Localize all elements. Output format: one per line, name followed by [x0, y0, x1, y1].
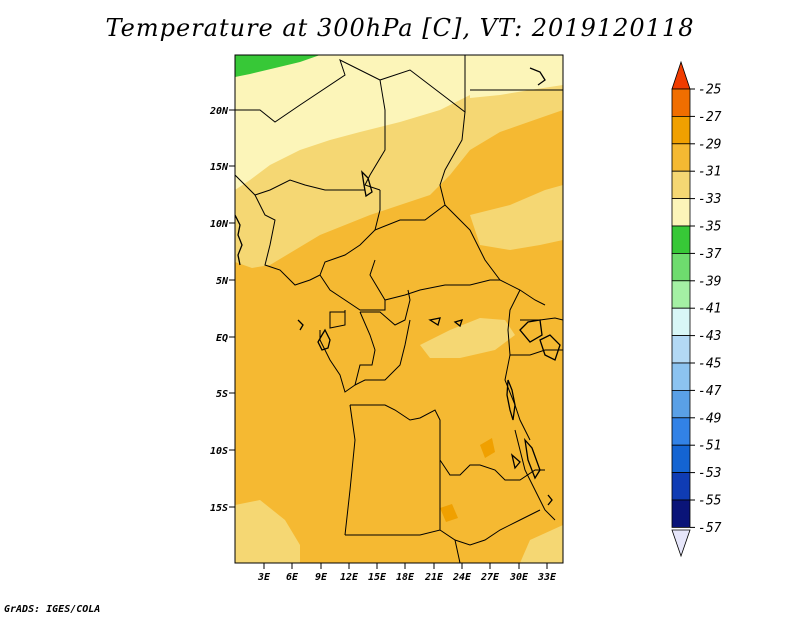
legend-color-box [671, 389, 691, 419]
legend-bottom-arrow [671, 529, 691, 558]
lon-label: 3E [257, 572, 271, 583]
lat-label: 10N [210, 219, 229, 230]
legend-label: -31 [698, 165, 721, 180]
legend-label: -53 [698, 466, 721, 481]
legend-color-box [671, 170, 691, 199]
legend-top-arrow [671, 60, 691, 90]
lat-label: 5N [216, 276, 229, 287]
legend-color-box [671, 252, 691, 282]
legend-boxes [671, 88, 691, 528]
legend-color-box [671, 307, 691, 337]
lat-label: 15S [210, 503, 228, 514]
field-patch-33-sw [235, 500, 300, 563]
field-patch-33-se [520, 525, 563, 563]
field-patch-29-a [480, 438, 495, 458]
legend-label: -29 [698, 137, 721, 152]
chart-title: Temperature at 300hPa [C], VT: 201912011… [105, 14, 695, 42]
legend-color-box [671, 362, 691, 391]
lon-label: 9E [315, 572, 328, 583]
lon-label: 6E [286, 572, 299, 583]
coastlines [235, 67, 561, 506]
lon-label: 15E [368, 572, 387, 583]
legend-color-box [671, 335, 691, 364]
lat-axis: 20N 15N 10N 5N EQ 5S 10S 15S [209, 106, 235, 514]
lon-label: 21E [424, 572, 444, 583]
legend-color-box [671, 143, 691, 172]
legend-color-box [671, 417, 691, 446]
lat-label: 15N [210, 162, 229, 173]
legend-label: -27 [698, 110, 722, 125]
legend-color-box [671, 225, 691, 254]
legend-label: -41 [698, 302, 721, 317]
lat-label: 20N [209, 106, 229, 117]
legend-color-box [671, 280, 691, 309]
color-legend: -25 -27 -29 -31 -33 -35 -37 -39 -41 -43 -45 -47 -49 -… [671, 60, 722, 558]
lon-axis: 3E 6E 9E 12E 15E 18E 21E 24E 27E 30E 33E [257, 563, 557, 583]
map-field [235, 55, 563, 563]
legend-labels: -25 -27 -29 -31 -33 -35 -37 -39 -41 -43 -45 -47 -49 -… [690, 83, 722, 536]
credit-text: GrADS: IGES/COLA [4, 604, 101, 615]
field-patch-33-east [470, 185, 563, 250]
legend-label: -35 [698, 220, 722, 235]
legend-label: -47 [698, 384, 722, 399]
legend-color-box [671, 116, 691, 145]
lon-label: 12E [340, 572, 359, 583]
legend-label: -55 [698, 494, 722, 509]
country-borders [235, 55, 563, 563]
legend-color-box [671, 499, 691, 528]
lat-label: EQ [216, 333, 228, 344]
legend-color-box [671, 88, 691, 117]
lon-label: 27E [480, 572, 500, 583]
legend-label: -33 [698, 192, 721, 207]
legend-label: -49 [698, 411, 721, 426]
lat-label: 5S [216, 389, 228, 400]
legend-label: -39 [698, 274, 721, 289]
legend-color-box [671, 472, 691, 501]
field-green-37 [235, 55, 320, 77]
field-patch-33-central [420, 318, 515, 358]
field-band-35 [235, 55, 470, 190]
map-frame [234, 54, 564, 564]
legend-label: -51 [698, 439, 721, 454]
lon-label: 24E [452, 572, 472, 583]
legend-label: -57 [698, 521, 722, 536]
lat-label: 10S [210, 446, 228, 457]
legend-label: -45 [698, 357, 722, 372]
lon-label: 30E [509, 572, 529, 583]
legend-label: -37 [698, 247, 722, 262]
legend-label: -43 [698, 329, 721, 344]
lon-label: 33E [537, 572, 557, 583]
legend-color-box [671, 444, 691, 474]
field-band-35-ne [470, 55, 563, 98]
lon-label: 18E [396, 572, 415, 583]
legend-color-box [671, 198, 691, 227]
field-patch-29-b [440, 504, 458, 522]
legend-label: -25 [698, 83, 722, 98]
